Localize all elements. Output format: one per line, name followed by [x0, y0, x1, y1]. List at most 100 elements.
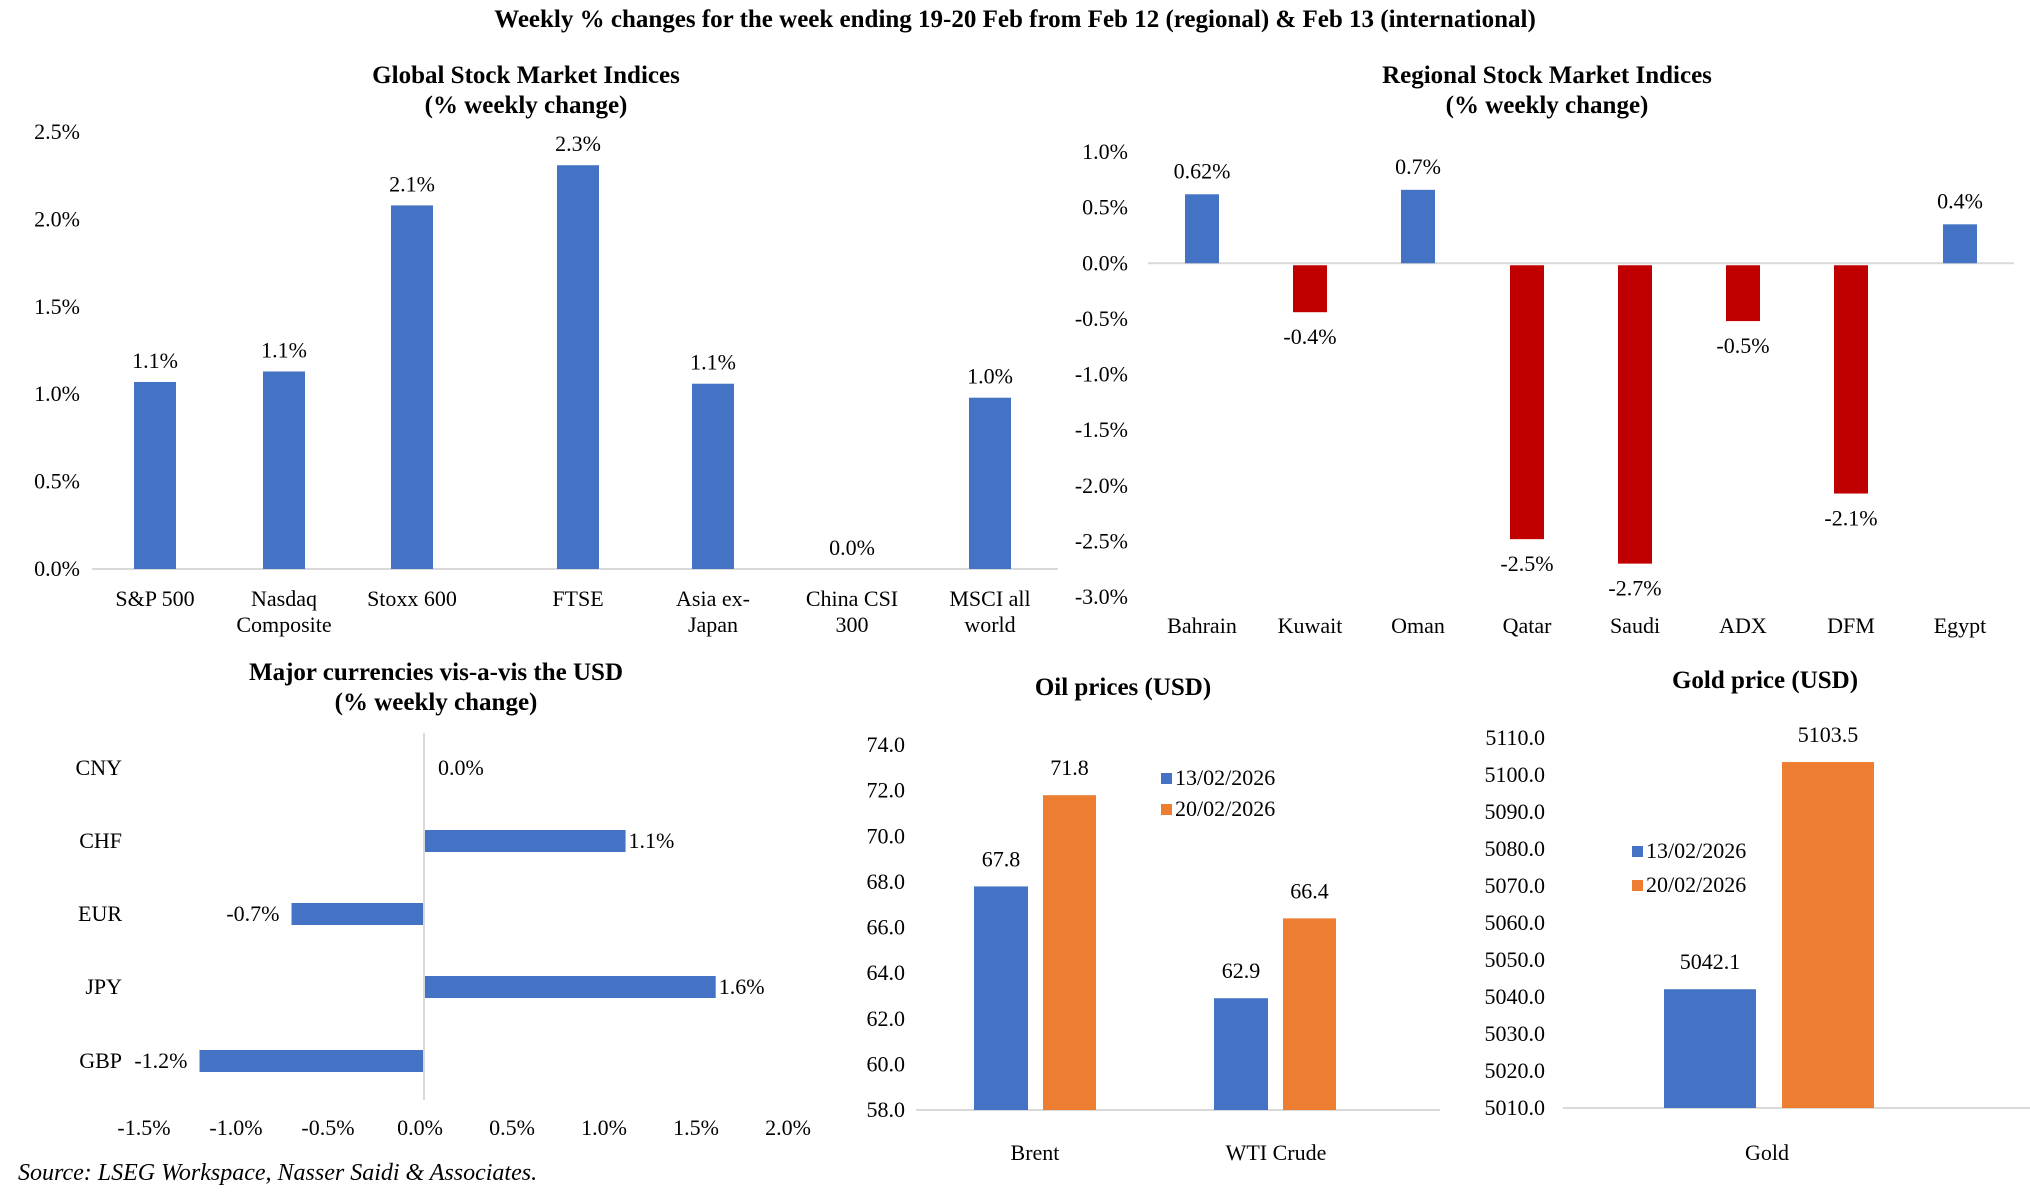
y-tick-label: 60.0	[867, 1051, 906, 1076]
x-tick-label: WTI Crude	[1226, 1140, 1327, 1165]
y-tick-label: 5020.0	[1485, 1058, 1546, 1083]
y-tick-label: -0.5%	[1075, 306, 1128, 331]
bar	[557, 165, 599, 569]
source-note: Source: LSEG Workspace, Nasser Saidi & A…	[18, 1160, 537, 1186]
bar	[974, 886, 1028, 1110]
bar	[692, 383, 734, 569]
category-label: CNY	[76, 755, 123, 780]
legend-swatch	[1161, 804, 1172, 815]
y-tick-label: 0.5%	[34, 469, 80, 494]
bar	[1401, 189, 1435, 264]
bar	[1293, 265, 1327, 313]
data-label: 0.62%	[1174, 158, 1231, 183]
legend-label: 13/02/2026	[1646, 838, 1746, 863]
data-label: 66.4	[1290, 878, 1329, 903]
x-tick-label: Kuwait	[1278, 613, 1343, 638]
bar	[1185, 194, 1219, 264]
data-label: 1.6%	[719, 974, 765, 999]
bar	[291, 903, 423, 925]
data-label: 5103.5	[1798, 722, 1859, 747]
bar	[1043, 795, 1096, 1110]
x-tick-label: Stoxx 600	[367, 586, 457, 611]
y-tick-label: 5050.0	[1485, 947, 1546, 972]
x-tick-label: Saudi	[1610, 613, 1660, 638]
bar	[969, 397, 1011, 569]
y-tick-label: 2.0%	[34, 206, 80, 231]
chart-title: Oil prices (USD)	[1035, 674, 1211, 701]
data-label: 1.1%	[690, 350, 736, 375]
y-tick-label: 5100.0	[1485, 762, 1546, 787]
legend-label: 20/02/2026	[1175, 796, 1275, 821]
bar	[1214, 998, 1268, 1110]
y-tick-label: 5110.0	[1485, 725, 1545, 750]
currencies-chart: Major currencies vis-a-vis the USD (% wee…	[76, 659, 811, 1140]
y-tick-label: 5040.0	[1485, 984, 1546, 1009]
bar	[1782, 762, 1874, 1108]
category-label: EUR	[78, 901, 122, 926]
x-tick-label: ADX	[1719, 613, 1767, 638]
data-label: -2.5%	[1500, 551, 1553, 576]
bar	[199, 1050, 423, 1072]
bar	[1834, 265, 1868, 494]
regional-indices-chart: Regional Stock Market Indices (% weekly c…	[1075, 62, 2014, 638]
oil-prices-chart: Oil prices (USD) 58.0 60.0 62.0 64.0 66.0 68.0…	[867, 674, 1440, 1165]
y-tick-label: 58.0	[867, 1097, 906, 1122]
y-tick-label: 70.0	[867, 823, 906, 848]
chart-title: Major currencies vis-a-vis the USD (% wee…	[249, 659, 623, 716]
bar	[425, 830, 626, 852]
data-label: 1.1%	[629, 828, 675, 853]
legend-label: 13/02/2026	[1175, 765, 1275, 790]
chart-title: Global Stock Market Indices (% weekly cha…	[372, 62, 680, 119]
x-tick-label: Asia ex-Japan	[676, 586, 750, 637]
x-tick-label: Bahrain	[1167, 613, 1237, 638]
x-tick-label: Qatar	[1503, 613, 1553, 638]
x-tick-label: -1.5%	[117, 1115, 170, 1140]
x-tick-label: 2.0%	[765, 1115, 811, 1140]
y-tick-label: -1.0%	[1075, 362, 1128, 387]
y-tick-label: 5010.0	[1485, 1095, 1546, 1120]
y-tick-label: 1.5%	[34, 294, 80, 319]
chart-title: Gold price (USD)	[1672, 667, 1858, 694]
bar	[263, 371, 305, 569]
y-tick-label: 74.0	[867, 732, 906, 757]
y-tick-label: -3.0%	[1075, 584, 1128, 609]
data-label: 0.0%	[829, 535, 875, 560]
y-tick-label: 66.0	[867, 915, 906, 940]
x-tick-label: Brent	[1011, 1140, 1060, 1165]
x-tick-label: 1.0%	[581, 1115, 627, 1140]
legend-swatch	[1161, 773, 1172, 784]
data-label: -2.7%	[1608, 576, 1661, 601]
data-label: -1.2%	[134, 1048, 187, 1073]
y-tick-label: 72.0	[867, 778, 906, 803]
legend-swatch	[1632, 846, 1643, 857]
x-tick-label: 0.0%	[397, 1115, 443, 1140]
y-tick-label: 1.0%	[34, 381, 80, 406]
data-label: 67.8	[982, 846, 1021, 871]
x-tick-label: DFM	[1827, 613, 1875, 638]
data-label: 0.4%	[1937, 188, 1983, 213]
y-tick-label: 68.0	[867, 869, 906, 894]
bar	[1943, 224, 1977, 264]
bar	[134, 381, 176, 569]
legend-label: 20/02/2026	[1646, 872, 1746, 897]
chart-title: Regional Stock Market Indices (% weekly c…	[1382, 62, 1712, 119]
legend-swatch	[1632, 880, 1643, 891]
bar	[1664, 989, 1756, 1108]
y-tick-label: 5080.0	[1485, 836, 1546, 861]
data-label: -2.1%	[1824, 506, 1877, 531]
x-tick-label: FTSE	[552, 586, 603, 611]
x-tick-label: S&P 500	[115, 586, 194, 611]
x-tick-label: Nasdaq Composite	[236, 586, 331, 637]
data-label: 2.3%	[555, 131, 601, 156]
x-tick-label: -1.0%	[209, 1115, 262, 1140]
x-tick-label: Gold	[1745, 1140, 1789, 1165]
data-label: -0.4%	[1283, 324, 1336, 349]
x-tick-label: Oman	[1391, 613, 1445, 638]
bar	[1283, 918, 1336, 1110]
global-indices-chart: Global Stock Market Indices (% weekly cha…	[34, 62, 1058, 637]
data-label: 0.0%	[438, 755, 484, 780]
data-label: 1.0%	[967, 364, 1013, 389]
main-title: Weekly % changes for the week ending 19-…	[494, 6, 1536, 33]
gold-price-chart: Gold price (USD) 5010.0 5020.0 5030.0 5040.0…	[1485, 667, 2030, 1165]
y-tick-label: 0.0%	[1082, 250, 1128, 275]
